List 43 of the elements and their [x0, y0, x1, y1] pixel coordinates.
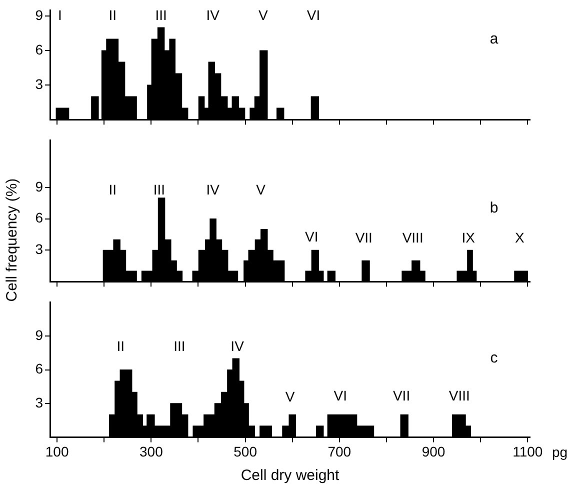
annotation: VII [355, 230, 372, 246]
x-tick-label: 300 [139, 443, 164, 460]
text: c [490, 350, 498, 367]
annotation: V [256, 181, 266, 198]
x-tick-label: 1100 [512, 443, 543, 460]
annotation: VIII [402, 230, 424, 246]
annotation: VII [392, 388, 410, 404]
y-axis-title: Cell frequency (%) [4, 178, 20, 302]
x-tick-label: 100 [45, 443, 69, 460]
annotation: III [153, 181, 166, 198]
annotation: IV [206, 7, 220, 24]
annotation: IV [206, 181, 220, 198]
annotation: III [155, 7, 167, 24]
y-tick-label: 3 [35, 394, 44, 410]
annotation: III [174, 338, 186, 354]
annotation: VI [334, 388, 347, 404]
y-tick-label: 6 [35, 360, 44, 377]
annotation: V [285, 388, 296, 405]
y-tick-label: 9 [35, 326, 44, 343]
annotation: VI [305, 228, 318, 245]
y-tick-label: 3 [35, 76, 44, 92]
annotation: I [58, 7, 62, 24]
annotation: II [108, 181, 116, 198]
annotation: V [258, 7, 269, 24]
text: a [490, 30, 499, 48]
x-tick-label: 900 [422, 443, 446, 460]
y-tick-label: 6 [35, 210, 44, 226]
annotation: II [108, 7, 116, 24]
x-tick-label: 700 [328, 443, 352, 460]
annotation: IX [462, 230, 476, 246]
y-tick-label: 6 [35, 41, 44, 58]
text: pg [552, 444, 568, 460]
annotation: VI [306, 7, 320, 24]
x-axis-title: Cell dry weight [240, 467, 340, 484]
annotation: II [116, 338, 124, 354]
x-tick-label: 500 [234, 443, 258, 460]
annotation: X [514, 230, 525, 246]
text: b [490, 200, 498, 217]
annotation: VIII [448, 388, 470, 404]
y-tick-label: 9 [35, 178, 44, 194]
y-tick-label: 9 [35, 7, 44, 24]
annotation: IV [230, 338, 245, 354]
y-tick-label: 3 [35, 241, 44, 258]
